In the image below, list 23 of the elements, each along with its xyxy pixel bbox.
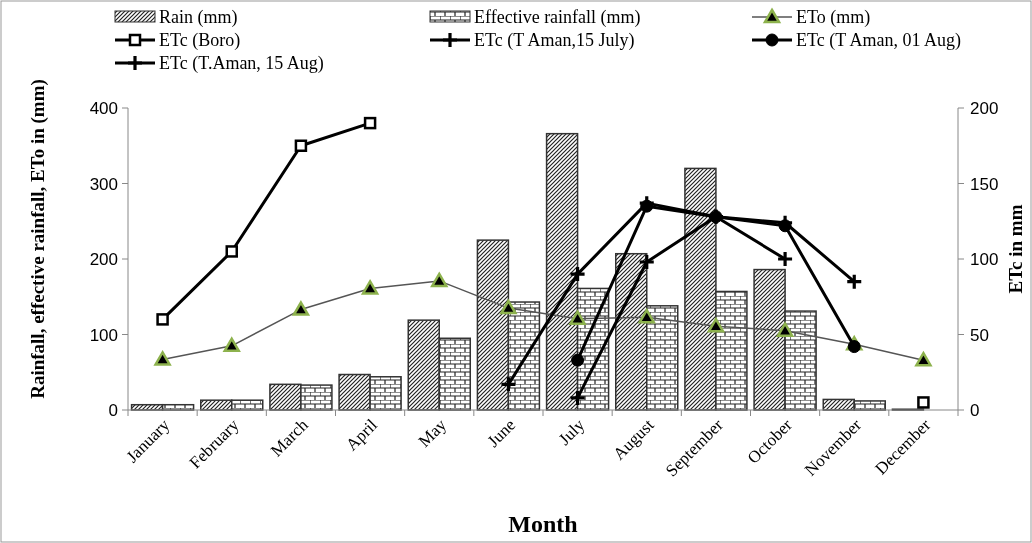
y2-tick-label: 150: [970, 174, 999, 194]
y-axis-title: Rainfall, effective rainfall, ETo in (mm): [27, 79, 49, 399]
x-axis-title: Month: [508, 511, 578, 537]
x-tick-label: May: [414, 415, 451, 451]
y2-tick-label: 200: [970, 99, 999, 118]
legend-label: ETc (T.Aman, 15 Aug): [159, 53, 324, 74]
y-tick-label: 0: [108, 401, 118, 420]
y2-tick-label: 100: [970, 250, 999, 269]
legend-label: ETo (mm): [796, 7, 871, 28]
y-tick-label: 200: [89, 250, 118, 269]
y2-tick-label: 50: [970, 325, 989, 345]
legend-label: ETc (T Aman,15 July): [474, 30, 635, 51]
y-tick-label: 400: [89, 99, 118, 118]
y2-axis-title: ETc in mm: [1005, 204, 1026, 294]
y-tick-label: 300: [89, 174, 118, 194]
x-tick-label: June: [483, 415, 520, 451]
y-tick-label: 100: [89, 325, 118, 345]
legend-label: ETc (T Aman, 01 Aug): [796, 30, 961, 51]
legend-label: Effective rainfall (mm): [474, 7, 641, 28]
y2-tick-label: 0: [970, 401, 980, 420]
legend-label: ETc (Boro): [159, 30, 241, 51]
legend-label: Rain (mm): [159, 7, 238, 28]
x-tick-label: July: [554, 415, 589, 449]
